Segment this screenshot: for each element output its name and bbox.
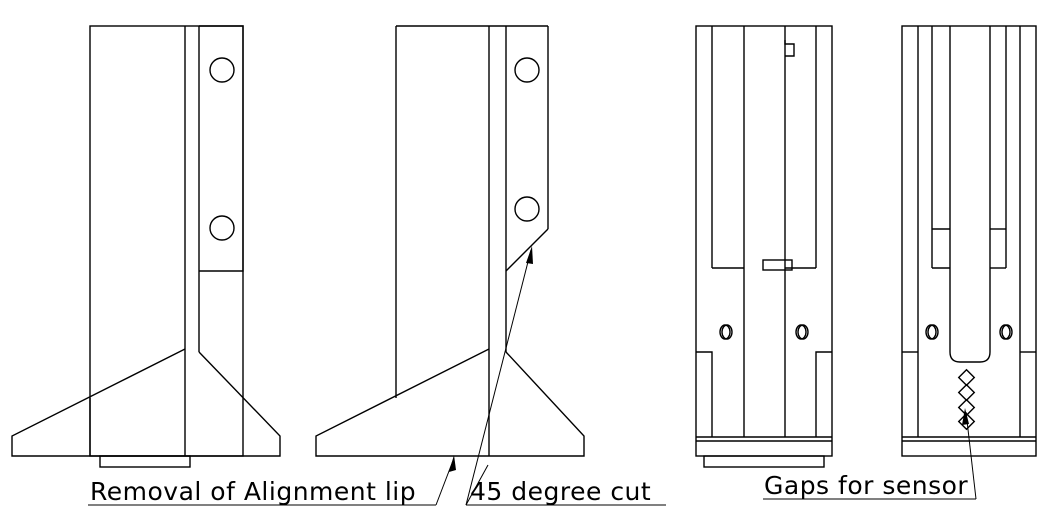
view-1-original-side: [11, 25, 281, 468]
leader-cut: [465, 246, 666, 506]
cut-edge: [505, 228, 549, 272]
alignment-lip: [99, 455, 191, 468]
label-removal-of-alignment-lip: Removal of Alignment lip: [90, 477, 416, 506]
leader-removal: [88, 455, 456, 506]
label-gaps-for-sensor: Gaps for sensor: [764, 471, 968, 500]
view-3-original-front: [695, 25, 833, 468]
sensor-gaps: [957, 368, 976, 431]
view-4-modified-front: [901, 25, 1037, 457]
leader-gaps: [763, 408, 977, 500]
view-2-modified-side: [315, 25, 585, 457]
label-45-degree-cut: 45 degree cut: [470, 477, 651, 506]
